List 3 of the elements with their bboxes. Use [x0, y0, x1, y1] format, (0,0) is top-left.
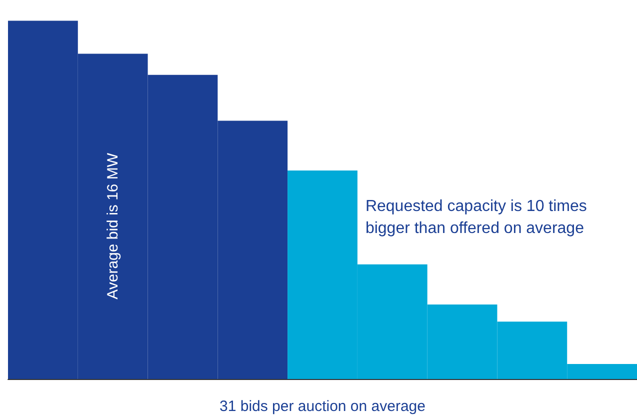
annotation: Average bid is 16 MW: [104, 152, 122, 300]
annotation: Requested capacity is 10 times bigger than offered on average: [365, 198, 592, 237]
x-axis-title: 31 bids per auction on average: [220, 398, 426, 415]
